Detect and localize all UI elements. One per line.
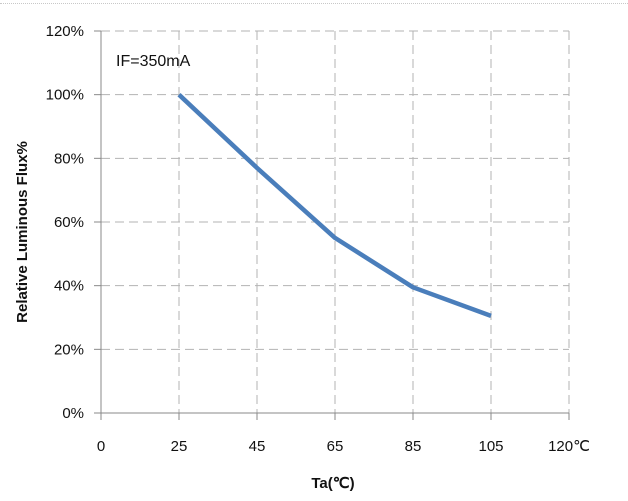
x-tick-label: 65 <box>327 438 344 455</box>
x-axis-title: Ta(℃) <box>311 475 354 492</box>
y-tick-label: 80% <box>54 150 84 167</box>
y-tick-label: 20% <box>54 341 84 358</box>
y-tick-label: 60% <box>54 214 84 231</box>
x-tick-label: 45 <box>249 438 266 455</box>
x-tick-label: 105 <box>478 438 503 455</box>
x-tick-label: 25 <box>171 438 188 455</box>
y-tick-label: 120% <box>46 23 84 40</box>
x-tick-label: 120℃ <box>548 438 590 455</box>
y-axis-title: Relative Luminous Flux% <box>14 141 31 323</box>
axes <box>94 31 569 420</box>
y-tick-label: 40% <box>54 278 84 295</box>
x-tick-label: 85 <box>405 438 422 455</box>
grid-lines <box>101 31 569 413</box>
y-tick-label: 100% <box>46 87 84 104</box>
tick-labels: 0% 20% 40% 60% 80% 100% 120% 0 25 45 65 85 105 120℃ <box>46 23 590 455</box>
condition-annotation: IF=350mA <box>116 53 191 70</box>
y-tick-label: 0% <box>62 405 84 422</box>
x-tick-label: 0 <box>97 438 105 455</box>
